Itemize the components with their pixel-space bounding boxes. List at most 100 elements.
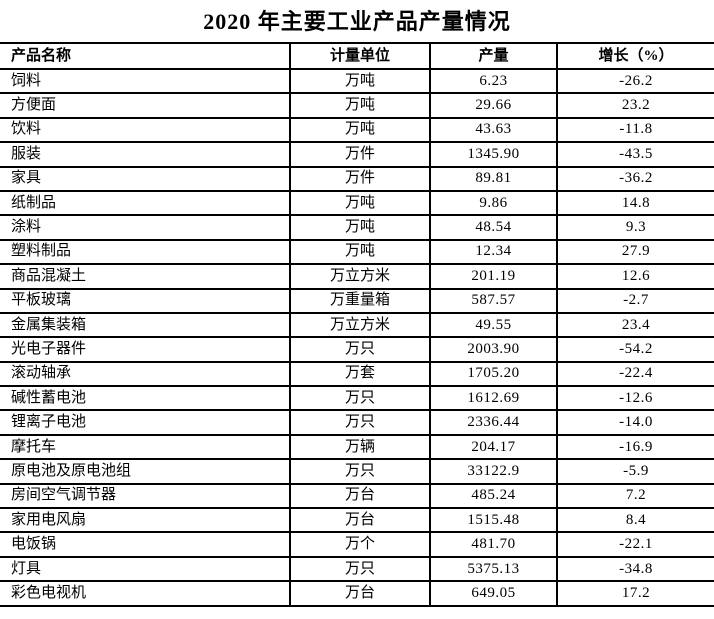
unit-cell: 万只 [289, 556, 430, 583]
unit-cell: 万只 [289, 386, 430, 412]
output-cell: 204.17 [429, 434, 557, 461]
unit-cell: 万立方米 [289, 312, 430, 339]
table-row: 原电池及原电池组 万只 33122.9 -5.9 [0, 459, 714, 485]
table-row: 饲料 万吨 6.23 -26.2 [0, 69, 714, 95]
growth-cell: -22.1 [556, 532, 714, 558]
unit-cell: 万件 [289, 142, 430, 168]
table-row: 房间空气调节器 万台 485.24 7.2 [0, 483, 714, 510]
unit-cell: 万只 [289, 410, 430, 436]
product-name-cell: 塑料制品 [0, 239, 290, 266]
table-row: 锂离子电池 万只 2336.44 -14.0 [0, 410, 714, 436]
output-cell: 1612.69 [429, 386, 557, 412]
output-cell: 587.57 [429, 288, 557, 314]
product-name-cell: 原电池及原电池组 [0, 459, 290, 485]
output-cell: 2003.90 [429, 337, 557, 363]
growth-cell: -54.2 [556, 337, 714, 363]
product-name-cell: 电饭锅 [0, 532, 290, 558]
output-cell: 481.70 [429, 532, 557, 558]
table-row: 彩色电视机 万台 649.05 17.2 [0, 581, 714, 607]
growth-cell: 23.4 [556, 312, 714, 339]
product-name-cell: 光电子器件 [0, 337, 290, 363]
table-row: 塑料制品 万吨 12.34 27.9 [0, 239, 714, 266]
unit-cell: 万台 [289, 581, 430, 607]
output-cell: 29.66 [429, 93, 557, 119]
column-header-output: 产量 [429, 42, 557, 70]
product-name-cell: 商品混凝土 [0, 264, 290, 290]
column-header-product-name: 产品名称 [0, 42, 290, 70]
unit-cell: 万只 [289, 337, 430, 363]
table-header: 产品名称 计量单位 产量 增长（%） [0, 42, 714, 70]
output-cell: 9.86 [429, 190, 557, 217]
product-name-cell: 彩色电视机 [0, 581, 290, 607]
product-name-cell: 滚动轴承 [0, 361, 290, 388]
product-name-cell: 家具 [0, 166, 290, 192]
product-name-cell: 房间空气调节器 [0, 483, 290, 510]
unit-cell: 万件 [289, 166, 430, 192]
unit-cell: 万套 [289, 361, 430, 388]
product-name-cell: 灯具 [0, 556, 290, 583]
table-row: 服装 万件 1345.90 -43.5 [0, 142, 714, 168]
output-cell: 201.19 [429, 264, 557, 290]
product-name-cell: 碱性蓄电池 [0, 386, 290, 412]
output-cell: 12.34 [429, 239, 557, 266]
column-header-growth: 增长（%） [556, 42, 714, 70]
growth-cell: -43.5 [556, 142, 714, 168]
unit-cell: 万只 [289, 459, 430, 485]
growth-cell: -2.7 [556, 288, 714, 314]
growth-cell: -12.6 [556, 386, 714, 412]
output-cell: 6.23 [429, 69, 557, 95]
unit-cell: 万吨 [289, 117, 430, 144]
production-table: 产品名称 计量单位 产量 增长（%） 饲料 万吨 6.23 -26.2 方便面 … [0, 42, 714, 607]
product-name-cell: 摩托车 [0, 434, 290, 461]
growth-cell: -26.2 [556, 69, 714, 95]
growth-cell: -14.0 [556, 410, 714, 436]
output-cell: 5375.13 [429, 556, 557, 583]
table-row: 滚动轴承 万套 1705.20 -22.4 [0, 361, 714, 388]
table-row: 金属集装箱 万立方米 49.55 23.4 [0, 312, 714, 339]
table-body: 饲料 万吨 6.23 -26.2 方便面 万吨 29.66 23.2 饮料 万吨… [0, 69, 714, 607]
growth-cell: 8.4 [556, 508, 714, 534]
output-cell: 49.55 [429, 312, 557, 339]
output-cell: 33122.9 [429, 459, 557, 485]
growth-cell: 12.6 [556, 264, 714, 290]
unit-cell: 万个 [289, 532, 430, 558]
unit-cell: 万台 [289, 483, 430, 510]
growth-cell: 27.9 [556, 239, 714, 266]
unit-cell: 万辆 [289, 434, 430, 461]
unit-cell: 万台 [289, 508, 430, 534]
output-cell: 2336.44 [429, 410, 557, 436]
table-row: 纸制品 万吨 9.86 14.8 [0, 190, 714, 217]
growth-cell: 17.2 [556, 581, 714, 607]
output-cell: 89.81 [429, 166, 557, 192]
unit-cell: 万吨 [289, 190, 430, 217]
output-cell: 1345.90 [429, 142, 557, 168]
table-row: 摩托车 万辆 204.17 -16.9 [0, 434, 714, 461]
output-cell: 649.05 [429, 581, 557, 607]
growth-cell: -5.9 [556, 459, 714, 485]
table-row: 电饭锅 万个 481.70 -22.1 [0, 532, 714, 558]
output-cell: 1705.20 [429, 361, 557, 388]
table-row: 光电子器件 万只 2003.90 -54.2 [0, 337, 714, 363]
product-name-cell: 锂离子电池 [0, 410, 290, 436]
output-cell: 1515.48 [429, 508, 557, 534]
growth-cell: 9.3 [556, 215, 714, 241]
growth-cell: -16.9 [556, 434, 714, 461]
product-name-cell: 平板玻璃 [0, 288, 290, 314]
product-name-cell: 家用电风扇 [0, 508, 290, 534]
table-row: 饮料 万吨 43.63 -11.8 [0, 117, 714, 144]
growth-cell: -36.2 [556, 166, 714, 192]
growth-cell: -22.4 [556, 361, 714, 388]
product-name-cell: 饲料 [0, 69, 290, 95]
unit-cell: 万吨 [289, 69, 430, 95]
growth-cell: 7.2 [556, 483, 714, 510]
header-row: 产品名称 计量单位 产量 增长（%） [0, 42, 714, 70]
product-name-cell: 饮料 [0, 117, 290, 144]
product-name-cell: 纸制品 [0, 190, 290, 217]
product-name-cell: 方便面 [0, 93, 290, 119]
unit-cell: 万重量箱 [289, 288, 430, 314]
table-row: 涂料 万吨 48.54 9.3 [0, 215, 714, 241]
column-header-unit: 计量单位 [289, 42, 430, 70]
table-row: 碱性蓄电池 万只 1612.69 -12.6 [0, 386, 714, 412]
table-row: 灯具 万只 5375.13 -34.8 [0, 556, 714, 583]
page-title: 2020 年主要工业产品产量情况 [203, 9, 511, 34]
